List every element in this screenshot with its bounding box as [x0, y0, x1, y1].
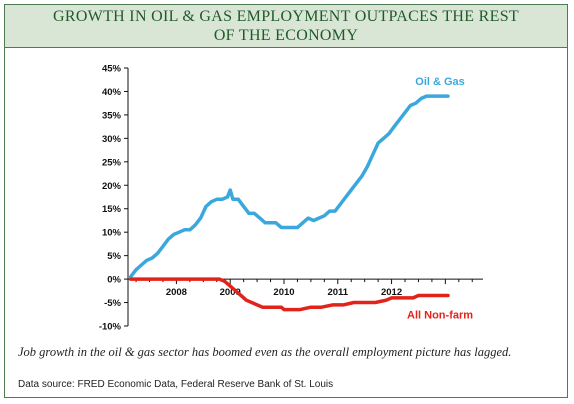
y-tick-label: 25% — [102, 157, 122, 168]
x-tick-label: 2012 — [381, 287, 402, 298]
line-chart: -10% -5% 0% 5% 10% 15% 20% 25% 30% 35% 40% 45% 2008 2… — [99, 64, 483, 333]
data-source: Data source: FRED Economic Data, Federal… — [18, 379, 334, 390]
x-tick-label: 2008 — [166, 287, 187, 298]
series-line-oil-gas — [128, 94, 450, 279]
series-labels: Oil & Gas All Non-farm — [407, 76, 473, 321]
y-tick-label: 35% — [102, 110, 122, 121]
series-label-non-farm: All Non-farm — [407, 310, 473, 322]
y-tick-label: 45% — [102, 64, 122, 75]
y-tick-label: 10% — [102, 228, 122, 239]
series-line-non-farm — [128, 277, 450, 312]
y-tick-label: 5% — [107, 251, 121, 262]
title-bar: GROWTH IN OIL & GAS EMPLOYMENT OUTPACES … — [5, 5, 567, 48]
x-tick-label: 2010 — [273, 287, 294, 298]
series-layer — [128, 94, 450, 312]
series-label-oil-gas: Oil & Gas — [415, 76, 465, 88]
chart-frame: GROWTH IN OIL & GAS EMPLOYMENT OUTPACES … — [4, 4, 568, 398]
y-tick-label: 15% — [102, 204, 122, 215]
y-tick-label: 20% — [102, 181, 122, 192]
axes: -10% -5% 0% 5% 10% 15% 20% 25% 30% 35% 40% 45% 2008 2… — [99, 64, 483, 333]
chart-title: GROWTH IN OIL & GAS EMPLOYMENT OUTPACES … — [53, 8, 519, 44]
y-tick-label: 0% — [107, 275, 121, 286]
y-tick-label: 30% — [102, 134, 122, 145]
y-tick-label: -5% — [104, 298, 121, 309]
x-tick-label: 2011 — [327, 287, 348, 298]
y-tick-label: 40% — [102, 87, 122, 98]
chart-caption: Job growth in the oil & gas sector has b… — [18, 345, 512, 359]
y-tick-label: -10% — [99, 322, 122, 333]
x-tick-label: 2009 — [220, 287, 241, 298]
